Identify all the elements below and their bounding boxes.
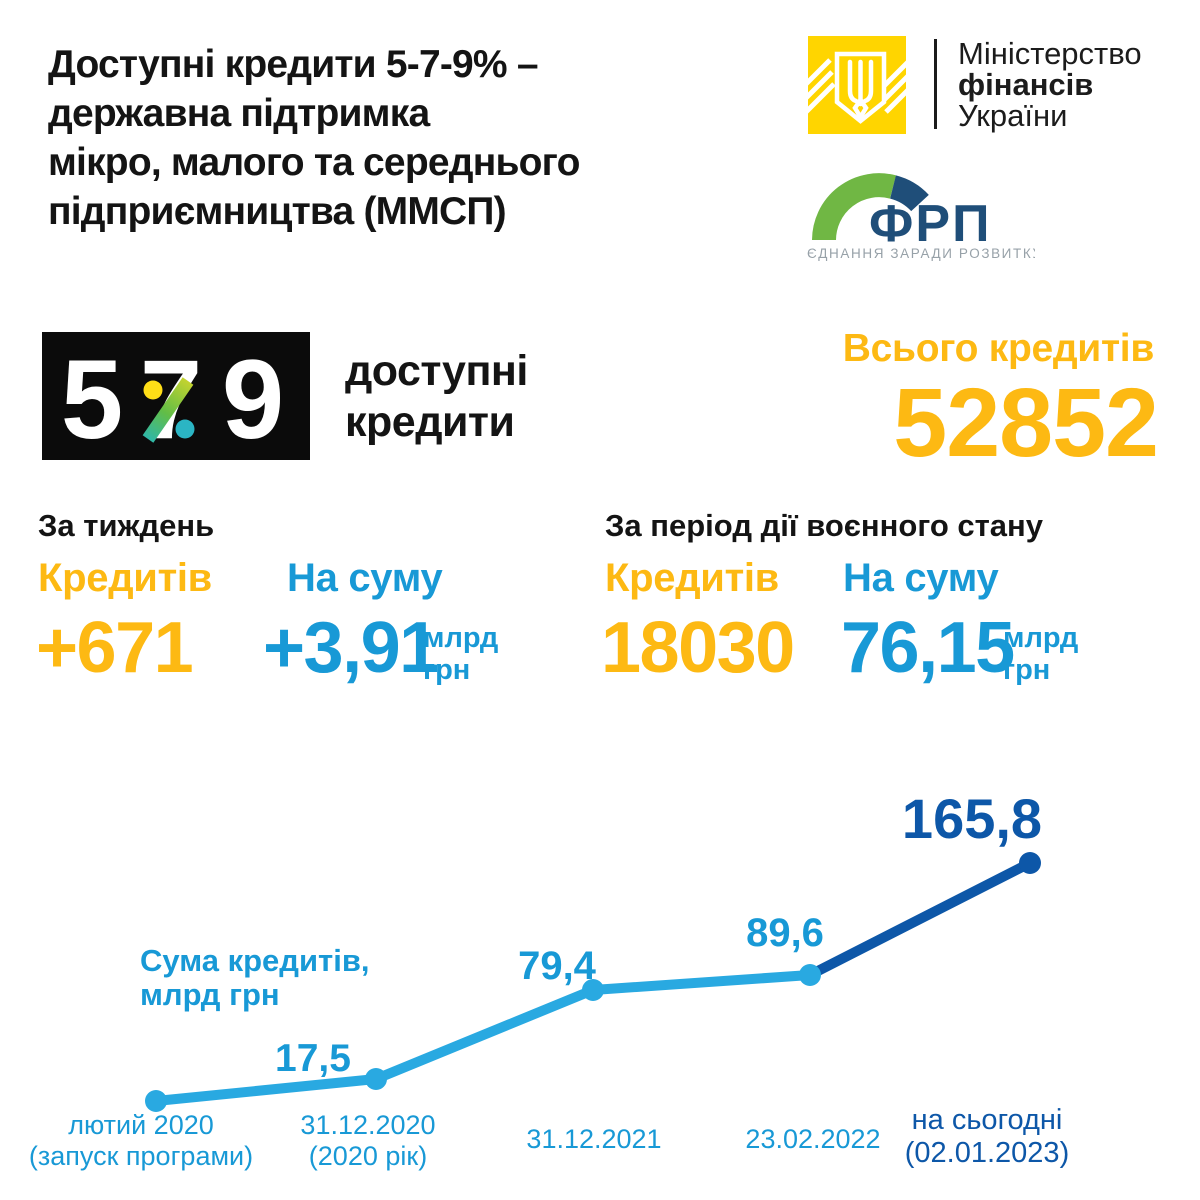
chart-series-label-line-2: млрд грн [140, 977, 280, 1012]
579-logo-icon: 5 7 9 [42, 332, 310, 462]
week-credits-label: Кредитів [38, 556, 212, 600]
total-credits-value: 52852 [893, 368, 1159, 477]
chart-point-3 [582, 979, 604, 1001]
wartime-unit-line-2: грн [1003, 654, 1051, 686]
total-credits-label: Всього кредитів [842, 327, 1155, 370]
badge-caption-line-1: доступні [345, 347, 528, 395]
week-sum-unit: млрд грн [423, 622, 498, 686]
wartime-section-label: За період дії воєнного стану [605, 508, 1043, 543]
wartime-unit-line-1: млрд [1003, 622, 1079, 654]
point-label-165-8: 165,8 [901, 787, 1043, 850]
badge-caption: доступні кредити [345, 346, 528, 448]
579-logo: 5 7 9 [42, 332, 310, 465]
wartime-sum-value: 76,15 [841, 608, 1015, 688]
frp-arch-icon: ФРП ЄДНАННЯ ЗАРАДИ РОЗВИТКУ [807, 173, 1041, 261]
badge-digit-5: 5 [61, 337, 123, 460]
wartime-credits-label: Кредитів [605, 556, 779, 600]
minfin-logo-text: Міністерство фінансів України [958, 38, 1142, 131]
x-tick-31-12-2020-line-2: (2020 рік) [308, 1141, 428, 1171]
x-tick-today-line-2: (02.01.2023) [904, 1137, 1070, 1169]
wartime-sum-label: На суму [843, 556, 999, 600]
week-credits-value: +671 [36, 608, 194, 688]
x-tick-today: на сьогодні (02.01.2023) [905, 1104, 1069, 1170]
x-tick-31-12-2020-line-1: 31.12.2020 [300, 1110, 436, 1140]
minfin-line-3: України [958, 97, 1068, 133]
week-unit-line-1: млрд [423, 622, 499, 654]
point-label-79-4: 79,4 [518, 944, 596, 988]
chart-series-label-line-1: Сума кредитів, [140, 943, 370, 978]
week-section-label: За тиждень [38, 508, 215, 543]
chart-series-label: Сума кредитів, млрд грн [140, 944, 370, 1012]
wartime-sum-unit: млрд грн [1003, 622, 1078, 686]
chart-point-4 [799, 964, 821, 986]
week-sum-value: +3,91 [263, 608, 439, 688]
logo-divider [934, 39, 937, 129]
x-tick-23-02-2022: 23.02.2022 [745, 1124, 880, 1155]
point-label-17-5: 17,5 [275, 1037, 351, 1080]
frp-logo: ФРП ЄДНАННЯ ЗАРАДИ РОЗВИТКУ [805, 164, 1041, 269]
x-tick-feb-2020: лютий 2020 (запуск програми) [29, 1110, 253, 1172]
badge-digit-9: 9 [222, 337, 284, 460]
credits-line-chart [145, 852, 1041, 1112]
chart-line-main [151, 970, 815, 1106]
x-tick-23-02-2022-line-1: 23.02.2022 [745, 1124, 881, 1154]
week-sum-label: На суму [287, 556, 443, 600]
chart-point-5 [1019, 852, 1041, 874]
chart-point-1 [145, 1090, 167, 1112]
week-unit-line-2: грн [423, 654, 471, 686]
x-tick-feb-2020-line-1: лютий 2020 [68, 1110, 214, 1140]
wartime-credits-value: 18030 [601, 608, 795, 688]
point-label-89-6: 89,6 [746, 911, 824, 955]
x-tick-31-12-2021-line-1: 31.12.2021 [526, 1124, 662, 1154]
minfin-logo: Міністерство фінансів України [808, 34, 1142, 134]
trident-icon [808, 36, 906, 134]
x-tick-31-12-2020: 31.12.2020 (2020 рік) [300, 1110, 435, 1172]
badge-caption-line-2: кредити [345, 398, 515, 446]
chart-point-2 [365, 1068, 387, 1090]
percent-icon [142, 377, 195, 443]
x-tick-31-12-2021: 31.12.2021 [526, 1124, 661, 1155]
chart-line-recent [805, 858, 1035, 980]
frp-tagline: ЄДНАННЯ ЗАРАДИ РОЗВИТКУ [807, 246, 1035, 261]
minfin-line-2: фінансів [958, 66, 1094, 102]
x-tick-feb-2020-line-2: (запуск програми) [28, 1141, 254, 1171]
page-title: Доступні кредити 5-7-9% – державна підтр… [48, 40, 580, 236]
title-line-4: підприємництва (ММСП) [48, 190, 507, 233]
title-line-2: державна підтримка [48, 92, 430, 135]
title-line-1: Доступні кредити 5-7-9% – [48, 43, 539, 86]
frp-abbr: ФРП [869, 195, 991, 253]
x-tick-today-line-1: на сьогодні [911, 1104, 1063, 1136]
title-line-3: мікро, малого та середнього [48, 141, 580, 184]
minfin-line-1: Міністерство [958, 35, 1142, 71]
